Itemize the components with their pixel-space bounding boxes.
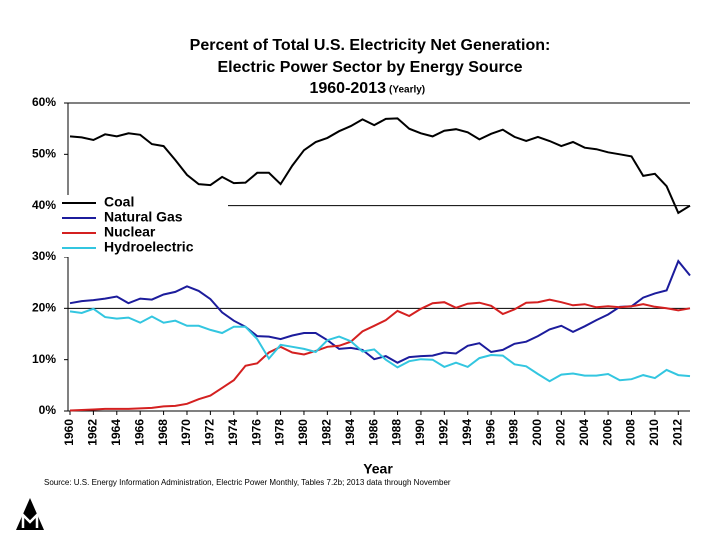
- series-line: [69, 307, 691, 383]
- legend-label: Natural Gas: [104, 209, 183, 225]
- x-tick-label: 1980: [296, 419, 310, 446]
- x-tick-label: 1968: [156, 419, 170, 446]
- x-tick-label: 1966: [132, 419, 146, 446]
- x-tick-label: 1962: [86, 419, 100, 446]
- x-tick-label: 1990: [413, 419, 427, 446]
- chart-period: 1960-2013: [309, 80, 386, 97]
- x-tick-label: 2008: [624, 419, 638, 446]
- legend-box: [58, 195, 228, 257]
- series-line: [69, 298, 691, 412]
- chart-title: Percent of Total U.S. Electricity Net Ge…: [190, 37, 551, 54]
- x-tick-label: 2012: [670, 419, 684, 446]
- legend-label: Coal: [104, 194, 134, 210]
- x-tick-label: 2010: [647, 419, 661, 446]
- source-note: Source: U.S. Energy Information Administ…: [44, 478, 451, 487]
- x-tick-label: 1972: [203, 419, 217, 446]
- legend-label: Nuclear: [104, 224, 156, 240]
- logo-m: [21, 511, 39, 528]
- x-tick-label: 1970: [179, 419, 193, 446]
- y-tick-label: 60%: [32, 95, 56, 109]
- logo-triangle: [16, 498, 44, 530]
- chart-period-note: (Yearly): [389, 85, 425, 96]
- x-tick-label: 2006: [600, 419, 614, 446]
- x-tick-label: 1994: [460, 419, 474, 446]
- series-line: [69, 259, 691, 364]
- y-tick-label: 30%: [32, 249, 56, 263]
- y-tick-label: 40%: [32, 198, 56, 212]
- x-tick-label: 1992: [437, 419, 451, 446]
- x-tick-label: 1960: [62, 419, 76, 446]
- x-axis-label: Year: [363, 461, 393, 477]
- y-tick-label: 0%: [39, 403, 57, 417]
- x-tick-label: 1996: [483, 419, 497, 446]
- legend-label: Hydroelectric: [104, 239, 194, 255]
- x-tick-label: 1988: [390, 419, 404, 446]
- logo: [16, 498, 44, 530]
- x-tick-label: 2002: [553, 419, 567, 446]
- series-line: [69, 117, 691, 215]
- x-tick-label: 2004: [577, 419, 591, 446]
- x-tick-label: 1984: [343, 419, 357, 446]
- x-tick-label: 1986: [366, 419, 380, 446]
- y-tick-label: 10%: [32, 352, 56, 366]
- x-tick-label: 1976: [249, 419, 263, 446]
- x-tick-label: 1998: [507, 419, 521, 446]
- x-tick-label: 1964: [109, 419, 123, 446]
- chart-subtitle: Electric Power Sector by Energy Source: [217, 59, 522, 76]
- y-tick-label: 50%: [32, 147, 56, 161]
- x-tick-label: 1974: [226, 419, 240, 446]
- y-tick-label: 20%: [32, 301, 56, 315]
- x-tick-label: 2000: [530, 419, 544, 446]
- x-tick-label: 1978: [273, 419, 287, 446]
- x-tick-label: 1982: [320, 419, 334, 446]
